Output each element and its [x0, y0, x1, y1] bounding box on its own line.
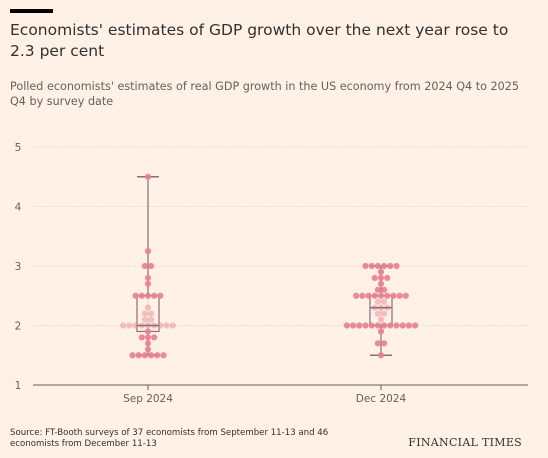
data-point — [160, 352, 167, 359]
data-point — [151, 334, 158, 341]
data-point — [148, 310, 155, 317]
data-point — [350, 322, 357, 329]
data-point — [138, 334, 145, 341]
data-point — [163, 322, 170, 329]
data-point — [356, 322, 363, 329]
data-point — [141, 352, 148, 359]
data-point — [387, 322, 394, 329]
data-point — [148, 352, 155, 359]
data-point — [371, 274, 378, 281]
data-point — [368, 262, 375, 270]
data-point — [132, 292, 139, 299]
data-point — [381, 310, 388, 317]
data-point — [365, 292, 372, 299]
data-point — [381, 322, 388, 329]
data-point — [399, 322, 406, 329]
data-point — [412, 322, 419, 329]
data-point — [393, 322, 400, 329]
data-point — [381, 340, 388, 347]
data-point — [359, 292, 366, 299]
y-tick-label: 5 — [15, 142, 22, 154]
y-tick-label: 3 — [15, 261, 22, 273]
ft-logo: FINANCIAL TIMES — [408, 436, 522, 449]
data-point — [374, 262, 381, 270]
data-point — [377, 316, 385, 323]
data-point — [374, 286, 381, 293]
data-point — [377, 352, 385, 359]
data-point — [144, 292, 152, 299]
data-point — [384, 274, 391, 281]
data-point — [141, 316, 148, 323]
data-point — [381, 298, 388, 305]
data-point — [144, 280, 152, 287]
data-point — [148, 316, 155, 323]
data-point — [144, 304, 152, 311]
data-point — [377, 280, 385, 287]
data-point — [141, 262, 148, 270]
data-point — [381, 286, 388, 293]
data-point — [368, 322, 375, 329]
data-point — [144, 334, 152, 341]
data-point — [374, 298, 381, 305]
y-tick-label: 4 — [15, 202, 22, 214]
data-point — [377, 292, 385, 299]
data-point — [377, 328, 385, 335]
y-tick-label: 1 — [15, 380, 22, 392]
data-point — [157, 292, 164, 299]
data-point — [148, 262, 155, 270]
data-point — [135, 352, 142, 359]
data-point — [362, 322, 369, 329]
x-tick-label: Sep 2024 — [123, 393, 173, 405]
data-point — [374, 310, 381, 317]
data-point — [132, 322, 139, 329]
data-point — [390, 292, 397, 299]
data-point — [144, 173, 152, 180]
data-point — [371, 292, 378, 299]
data-point — [129, 352, 136, 359]
source-note: Source: FT-Booth surveys of 37 economist… — [10, 428, 329, 449]
data-point — [396, 292, 403, 299]
data-point — [402, 292, 409, 299]
data-point — [126, 322, 133, 329]
data-point — [387, 262, 394, 270]
data-point — [144, 248, 152, 255]
data-point — [120, 322, 127, 329]
ft-top-rule — [10, 9, 53, 13]
data-point — [138, 292, 145, 299]
data-point — [381, 262, 388, 270]
data-point — [343, 322, 350, 329]
x-tick-label: Dec 2024 — [356, 393, 407, 405]
data-point — [362, 262, 369, 270]
data-point — [377, 274, 385, 281]
data-point — [377, 268, 385, 276]
data-point — [141, 310, 148, 317]
data-point — [405, 322, 412, 329]
data-point — [384, 292, 391, 299]
y-tick-label: 2 — [15, 321, 22, 333]
data-point — [144, 340, 152, 347]
data-point — [144, 328, 152, 335]
data-point — [144, 346, 152, 353]
data-point — [374, 322, 381, 329]
chart-title: Economists' estimates of GDP growth over… — [10, 21, 509, 60]
chart-subtitle: Polled economists' estimates of real GDP… — [10, 80, 519, 108]
data-point — [154, 352, 161, 359]
data-point — [374, 340, 381, 347]
data-point — [144, 274, 152, 281]
data-point — [151, 292, 158, 299]
data-point — [169, 322, 176, 329]
data-point — [393, 262, 400, 270]
data-point — [157, 322, 164, 329]
data-point — [353, 292, 360, 299]
